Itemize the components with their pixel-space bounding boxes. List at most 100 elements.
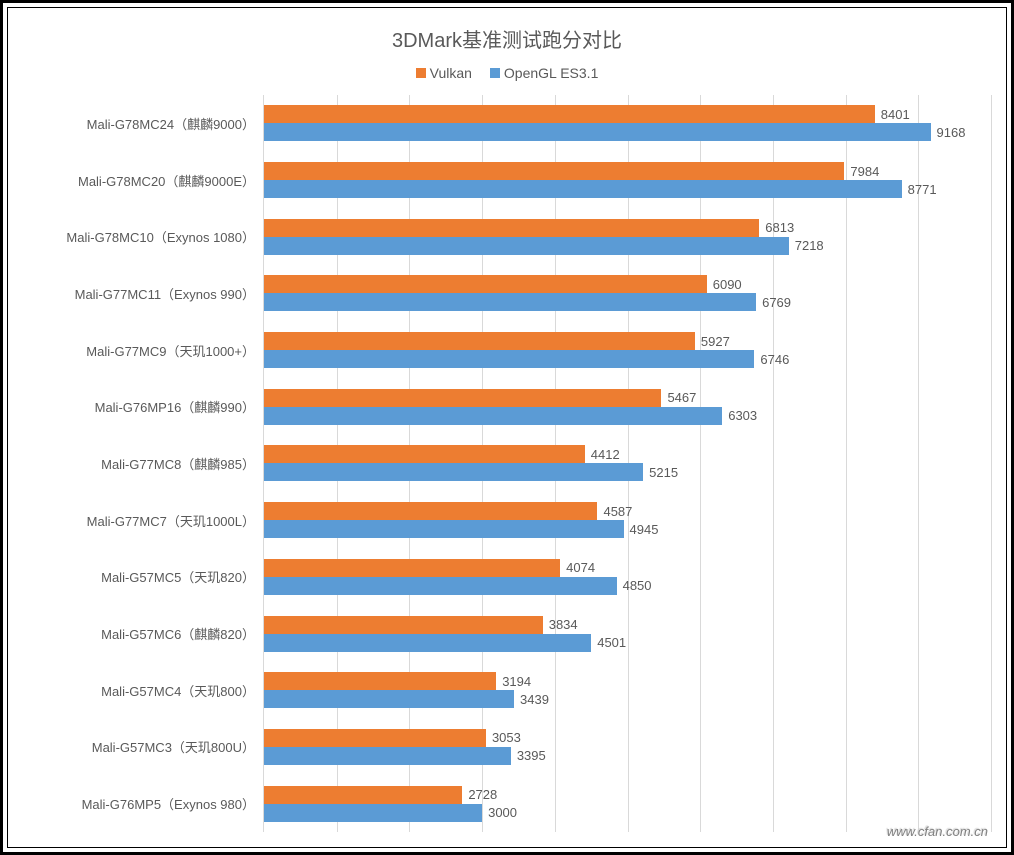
bar-vulkan: 4074: [264, 559, 991, 577]
bar-value-label: 3834: [549, 617, 578, 632]
bar-opengl: 7218: [264, 237, 991, 255]
y-axis-category-label: Mali-G78MC10（Exynos 1080）: [23, 208, 263, 265]
bar-opengl: 4945: [264, 520, 991, 538]
y-axis-category-label: Mali-G77MC7（天玑1000L）: [23, 492, 263, 549]
y-axis-category-label: Mali-G77MC8（麒麟985）: [23, 435, 263, 492]
bar-group: 3053 3395: [264, 719, 991, 776]
chart-outer-frame: 3DMark基准测试跑分对比 VulkanOpenGL ES3.1 Mali-G…: [0, 0, 1014, 855]
bar-value-label: 3194: [502, 674, 531, 689]
chart-plot-area: Mali-G78MC24（麒麟9000）Mali-G78MC20（麒麟9000E…: [23, 95, 991, 832]
bar-value-label: 3439: [520, 692, 549, 707]
bar-vulkan: 2728: [264, 786, 991, 804]
bar-value-label: 4074: [566, 560, 595, 575]
y-axis-category-label: Mali-G57MC3（天玑800U）: [23, 719, 263, 776]
bar-value-label: 3053: [492, 730, 521, 745]
bar-rect-vulkan: [264, 616, 543, 634]
bar-vulkan: 6090: [264, 275, 991, 293]
chart-gridline: [991, 95, 992, 832]
bar-vulkan: 3834: [264, 616, 991, 634]
bar-value-label: 4850: [623, 578, 652, 593]
bar-rect-opengl: [264, 180, 902, 198]
legend-label-vulkan: Vulkan: [430, 65, 472, 81]
bar-opengl: 3000: [264, 804, 991, 822]
bar-group: 45874945: [264, 492, 991, 549]
bar-rect-opengl: [264, 463, 643, 481]
bar-vulkan: 4412: [264, 445, 991, 463]
bar-rect-opengl: [264, 237, 789, 255]
bar-opengl: 6769: [264, 293, 991, 311]
bar-rect-opengl: [264, 577, 617, 595]
bar-rect-vulkan: [264, 162, 844, 180]
bar-group: 6090 6769: [264, 265, 991, 322]
bar-value-label: 4501: [597, 635, 626, 650]
bar-opengl: 4501: [264, 634, 991, 652]
bar-value-label: 6090: [713, 277, 742, 292]
bar-value-label: 3000: [488, 805, 517, 820]
bar-group: 4074 4850: [264, 549, 991, 606]
bar-value-label: 8771: [908, 182, 937, 197]
bar-group: 8401 9168: [264, 95, 991, 152]
bar-value-label: 5215: [649, 465, 678, 480]
y-axis-category-label: Mali-G77MC9（天玑1000+）: [23, 322, 263, 379]
y-axis-category-label: Mali-G77MC11（Exynos 990）: [23, 265, 263, 322]
y-axis-category-label: Mali-G78MC24（麒麟9000）: [23, 95, 263, 152]
bar-opengl: 9168: [264, 123, 991, 141]
bar-vulkan: 3194: [264, 672, 991, 690]
bar-value-label: 6769: [762, 295, 791, 310]
bar-value-label: 6813: [765, 220, 794, 235]
bar-rect-vulkan: [264, 445, 585, 463]
bar-value-label: 5927: [701, 334, 730, 349]
bar-group: 4412 5215: [264, 435, 991, 492]
bar-group: 2728 3000: [264, 775, 991, 832]
bar-rect-vulkan: [264, 559, 560, 577]
y-axis-category-label: Mali-G76MP16（麒麟990）: [23, 378, 263, 435]
chart-y-axis-labels: Mali-G78MC24（麒麟9000）Mali-G78MC20（麒麟9000E…: [23, 95, 263, 832]
bar-group: 3834 4501: [264, 605, 991, 662]
legend-item-opengl: OpenGL ES3.1: [490, 65, 598, 81]
bar-rect-vulkan: [264, 275, 707, 293]
y-axis-category-label: Mali-G57MC6（麒麟820）: [23, 605, 263, 662]
y-axis-category-label: Mali-G78MC20（麒麟9000E）: [23, 152, 263, 209]
bar-opengl: 3395: [264, 747, 991, 765]
bar-rect-opengl: [264, 407, 722, 425]
bar-rect-opengl: [264, 293, 756, 311]
bar-vulkan: 8401: [264, 105, 991, 123]
bar-rect-opengl: [264, 350, 754, 368]
bar-opengl: 6303: [264, 407, 991, 425]
bar-vulkan: 5467: [264, 389, 991, 407]
y-axis-category-label: Mali-G57MC5（天玑820）: [23, 549, 263, 606]
bar-rect-vulkan: [264, 332, 695, 350]
bar-group: 68137218: [264, 208, 991, 265]
bar-value-label: 3395: [517, 748, 546, 763]
bar-value-label: 6746: [760, 352, 789, 367]
bar-vulkan: 6813: [264, 219, 991, 237]
bar-vulkan: 7984: [264, 162, 991, 180]
bar-group: 54676303: [264, 378, 991, 435]
bar-rect-opengl: [264, 520, 624, 538]
bar-opengl: 5215: [264, 463, 991, 481]
bar-rect-opengl: [264, 804, 482, 822]
bar-group: 3194 3439: [264, 662, 991, 719]
watermark: www.cfan.com.cn: [887, 824, 988, 839]
chart-inner-frame: 3DMark基准测试跑分对比 VulkanOpenGL ES3.1 Mali-G…: [7, 7, 1007, 848]
bar-rect-vulkan: [264, 105, 875, 123]
legend-swatch-vulkan: [416, 68, 426, 78]
legend-item-vulkan: Vulkan: [416, 65, 472, 81]
bar-rect-vulkan: [264, 389, 661, 407]
bar-value-label: 7218: [795, 238, 824, 253]
bar-value-label: 7984: [850, 164, 879, 179]
y-axis-category-label: Mali-G76MP5（Exynos 980）: [23, 775, 263, 832]
bar-value-label: 2728: [468, 787, 497, 802]
bar-opengl: 8771: [264, 180, 991, 198]
bar-rect-vulkan: [264, 502, 597, 520]
bar-value-label: 4945: [630, 522, 659, 537]
bar-rect-vulkan: [264, 672, 496, 690]
legend-label-opengl: OpenGL ES3.1: [504, 65, 598, 81]
chart-legend: Vulkan OpenGL ES3.1: [23, 65, 991, 81]
bar-rect-opengl: [264, 690, 514, 708]
bar-rect-opengl: [264, 123, 931, 141]
bar-value-label: 6303: [728, 408, 757, 423]
bar-value-label: 9168: [937, 125, 966, 140]
bar-opengl: 4850: [264, 577, 991, 595]
bar-value-label: 4412: [591, 447, 620, 462]
